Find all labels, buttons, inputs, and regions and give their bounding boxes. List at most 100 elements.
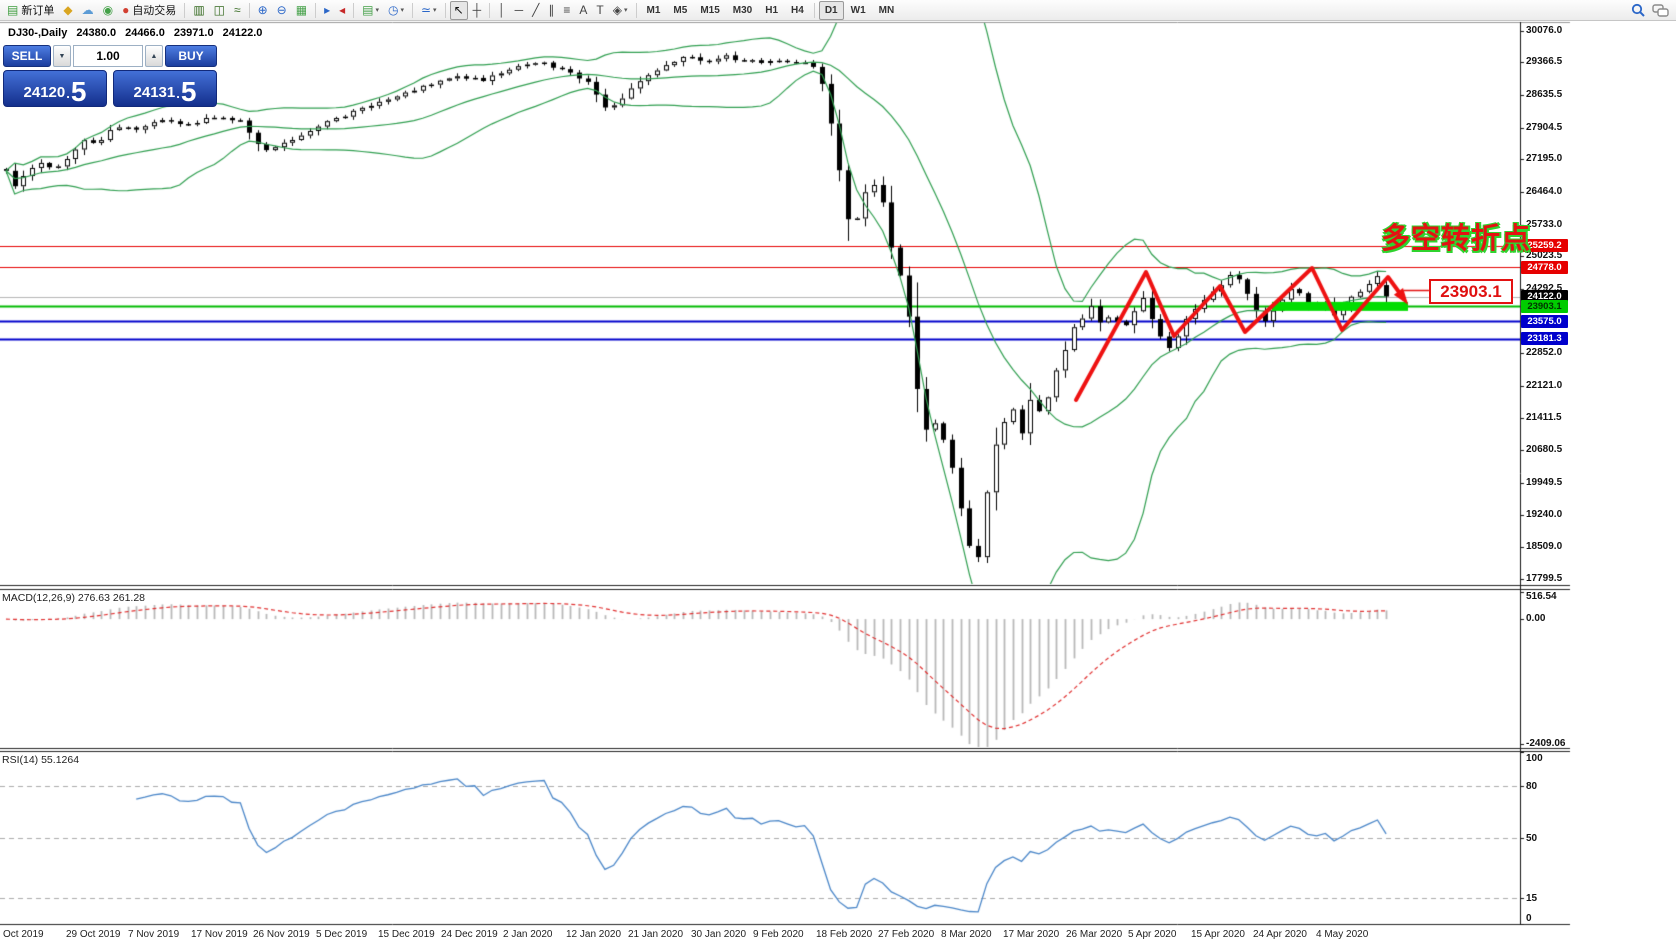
indicators-icon: ≃ [420,3,432,17]
auto-scroll-icon: ▸ [324,3,331,17]
tile-windows-icon: ▦ [295,3,308,17]
crosshair-button[interactable]: ┼ [469,1,486,20]
vertical-line-button[interactable]: │ [494,1,510,20]
trendline-button[interactable]: ╱ [528,1,543,20]
autotrade-button-label: 自动交易 [132,5,177,17]
chart-shift-button[interactable]: ◂ [335,1,349,20]
macd-label: MACD(12,26,9) 276.63 261.28 [2,592,146,604]
rsi-label: RSI(14) 55.1264 [2,754,80,766]
community-button[interactable]: ☁ [78,1,98,20]
new-chart-button[interactable]: ▤ ▾ [358,1,383,20]
channel-icon: ∥ [548,3,555,17]
chevron-down-icon: ▾ [375,7,379,14]
chevron-down-icon: ▾ [400,7,404,14]
zoom-in-button[interactable]: ⊕ [254,1,272,20]
turning-point-annotation[interactable]: 多空转折点 [1381,223,1532,255]
signals-button[interactable]: ◉ [99,1,117,20]
fibonacci-icon: ≡ [563,3,571,17]
volume-decrease-button[interactable]: ▼ [53,45,71,67]
high-value: 24466.0 [125,27,165,39]
text-button[interactable]: A [575,1,591,20]
new-chart-icon: ▤ [362,3,374,17]
signals-icon: ◉ [102,3,114,17]
autotrade-icon: ● [122,3,130,17]
timeframe-m1-button[interactable]: M1 [646,4,661,16]
fibonacci-button[interactable]: ≡ [559,1,574,20]
zoom-out-button[interactable]: ⊖ [273,1,291,20]
text-label-icon: T [596,3,604,17]
price-callout[interactable]: 23903.1 [1429,279,1513,304]
timeframe-d1-button[interactable]: D1 [818,0,844,20]
search-icon[interactable] [1631,3,1646,18]
crosshair-icon: ┼ [472,3,482,17]
toolbar-separator [489,2,491,18]
cursor-button[interactable]: ↖ [449,0,468,20]
candlestick-chart-button[interactable]: ◫ [210,1,229,20]
toolbar-separator [315,2,317,18]
toolbar-separator [635,2,637,18]
timeframe-h1-button[interactable]: H1 [765,4,779,16]
timeframe-m15-button[interactable]: M15 [700,4,720,16]
toolbar-separator [813,2,815,18]
vertical-line-icon: │ [498,3,506,17]
volume-input[interactable] [73,45,143,67]
timeframe-m30-button[interactable]: M30 [732,4,753,16]
line-chart-button[interactable]: ≈ [230,1,245,20]
shapes-icon: ◈ [612,3,622,17]
line-chart-icon: ≈ [234,3,241,17]
chat-icon[interactable] [1652,3,1669,18]
text-label-button[interactable]: T [592,1,607,20]
buy-button[interactable]: BUY [165,45,217,67]
timeframe-m5-button[interactable]: M5 [673,4,688,16]
channel-button[interactable]: ∥ [544,1,558,20]
buy-price-display[interactable]: 24131. 5 [113,70,217,107]
auto-scroll-button[interactable]: ▸ [320,1,334,20]
toolbar-separator [353,2,355,18]
zoom-in-icon: ⊕ [257,3,268,17]
shapes-button[interactable]: ◈ ▾ [609,1,632,20]
profiles-icon: ◷ [387,3,399,17]
timeframe-mn-button[interactable]: MN [878,4,895,16]
sell-button[interactable]: SELL [3,45,51,67]
profiles-button[interactable]: ◷ ▾ [384,1,408,20]
close-value: 24122.0 [222,27,263,39]
new-order-button[interactable]: ▤ 新订单 [3,1,58,20]
candlestick-chart-icon: ◫ [213,3,225,17]
chevron-down-icon: ▾ [433,7,437,14]
timeframe-h4-button[interactable]: H4 [791,4,804,16]
sell-price-display[interactable]: 24120. 5 [3,70,107,107]
toolbar-separator [411,2,413,18]
volume-increase-button[interactable]: ▲ [145,45,163,67]
low-value: 23971.0 [173,27,214,39]
market-watch-button[interactable]: ◆ [59,1,76,20]
toolbar: ▤ 新订单 ◆ ☁ ◉ ● 自动交易 ▥ ◫ ≈ ⊕ ⊖ ▦ ▸ ◂ ▤ ▾ ◷ ▾ ≃ ▾ ↖ ┼ │ ─ ╱ ∥ ≡ A T ◈ ▾ M1 M… [0,0,1676,21]
autotrade-button[interactable]: ● 自动交易 [118,1,180,20]
timeframe-w1-button[interactable]: W1 [850,4,866,16]
new-order-button-label: 新订单 [21,5,55,17]
text-icon: A [579,3,588,17]
chart-shift-icon: ◂ [339,3,346,17]
chevron-down-icon: ▾ [624,7,628,14]
open-value: 24380.0 [76,27,117,39]
horizontal-line-button[interactable]: ─ [511,1,528,20]
toolbar-separator [248,2,250,18]
indicators-button[interactable]: ≃ ▾ [417,1,441,20]
new-order-icon: ▤ [7,3,19,17]
toolbar-separator [444,2,446,18]
toolbar-right-icons [1631,3,1673,18]
tile-windows-button[interactable]: ▦ [292,1,311,20]
horizontal-line-icon: ─ [514,3,524,17]
bar-chart-button[interactable]: ▥ [189,1,208,20]
one-click-trading-panel: SELL ▼ ▲ BUY 24120.5 24131.5 [3,45,217,107]
toolbar-separator [184,2,186,18]
cursor-icon: ↖ [453,3,464,17]
symbol-period-label: DJ30-,Daily [8,27,68,39]
zoom-out-icon: ⊖ [276,3,287,17]
community-icon: ☁ [81,3,94,17]
chart-header: DJ30-,Daily 24380.0 24466.0 23971.0 2412… [8,27,262,39]
trendline-icon: ╱ [532,3,540,17]
bar-chart-icon: ▥ [193,3,205,17]
market-watch-icon: ◆ [63,3,73,17]
